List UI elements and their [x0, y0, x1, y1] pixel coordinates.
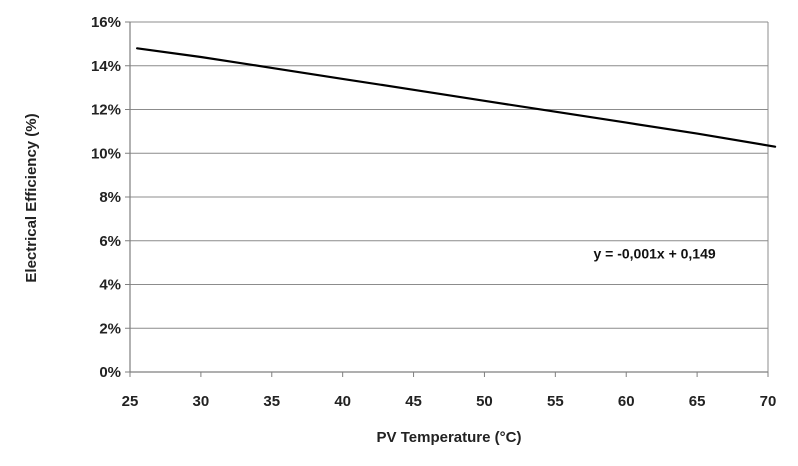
x-axis-title: PV Temperature (°C) [377, 429, 522, 446]
x-tick-label: 50 [476, 393, 493, 410]
y-tick-label: 6% [99, 233, 121, 250]
y-tick-label: 14% [91, 58, 121, 75]
x-tick-label: 35 [263, 393, 280, 410]
x-tick-label: 65 [689, 393, 706, 410]
x-tick-label: 25 [122, 393, 139, 410]
y-axis-title: Electrical Efficiency (%) [23, 113, 40, 282]
y-tick-label: 0% [99, 364, 121, 381]
x-tick-label: 30 [193, 393, 210, 410]
trendline-equation: y = -0,001x + 0,149 [593, 245, 715, 261]
x-tick-label: 60 [618, 393, 635, 410]
grid-lines [130, 21, 769, 372]
y-tick-label: 4% [99, 277, 121, 294]
y-tick-label: 10% [91, 145, 121, 162]
x-tick-label: 45 [405, 393, 422, 410]
y-tick-label: 12% [91, 102, 121, 119]
x-tick-label: 70 [760, 393, 777, 410]
series-line [136, 47, 777, 148]
y-tick-label: 8% [99, 189, 121, 206]
series-group [136, 47, 777, 148]
y-tick-label: 16% [91, 14, 121, 31]
y-tick-label: 2% [99, 320, 121, 337]
axis-ticks: 0% 2% 4% 6% 8% 10% 12% 14% 16% 25 30 35 40 45 50 55 60 65… [91, 14, 776, 410]
annotations: y = -0,001x + 0,149 [593, 245, 715, 261]
x-tick-label: 40 [334, 393, 351, 410]
x-tick-label: 55 [547, 393, 564, 410]
